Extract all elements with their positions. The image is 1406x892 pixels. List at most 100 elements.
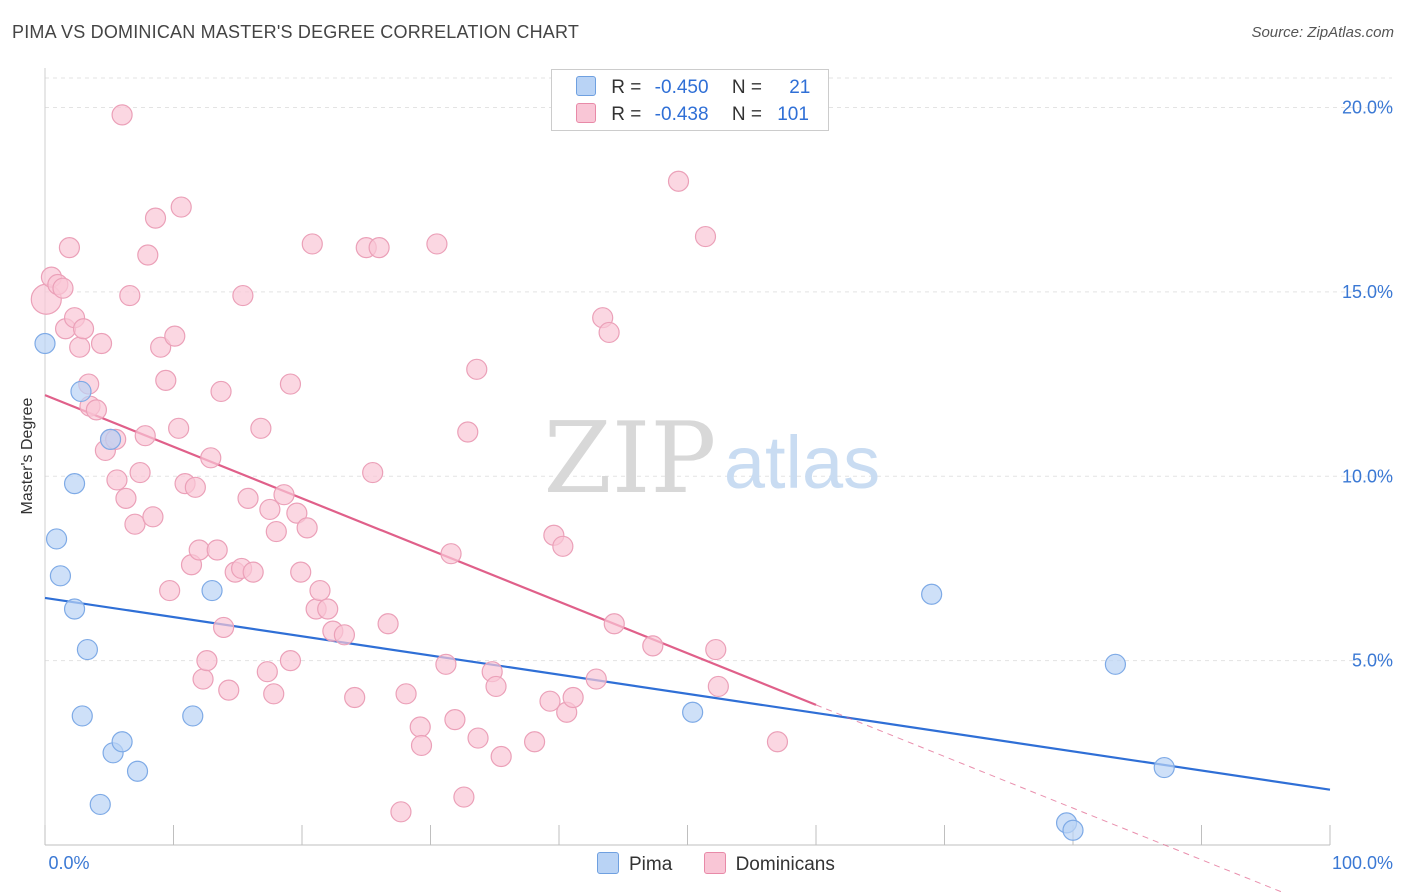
- pima-point: [63, 473, 86, 495]
- legend-n-label: N =: [731, 77, 762, 98]
- dominicans-point: [552, 535, 574, 557]
- dominicans-point: [242, 561, 264, 583]
- dominicans-point: [200, 447, 222, 469]
- pima-point: [1153, 756, 1175, 779]
- watermark-zip: ZIP: [544, 402, 717, 516]
- dominicans-point: [273, 484, 295, 506]
- pima-swatch: [597, 852, 619, 874]
- dominicans-point: [144, 207, 167, 229]
- dominicans-point: [164, 325, 186, 347]
- dominicans-point: [259, 498, 281, 521]
- pima-point: [70, 380, 92, 403]
- pima-point: [182, 705, 204, 727]
- dominicans-point: [52, 277, 74, 299]
- legend-label-pima: Pima: [629, 854, 673, 875]
- legend-n-value: 101: [777, 104, 809, 125]
- legend-row-pima: R = -0.450 N = 21: [576, 76, 810, 98]
- dominicans-point: [440, 543, 462, 565]
- dominicans-point: [444, 709, 466, 731]
- pima-point: [34, 332, 56, 355]
- dominicans-swatch: [576, 103, 596, 123]
- pima-point: [89, 793, 111, 816]
- legend-r-value: -0.450: [654, 77, 709, 98]
- dominicans-point: [115, 487, 137, 509]
- dominicans-point: [250, 417, 272, 439]
- dominicans-point: [58, 237, 81, 259]
- legend-item-dominicans[interactable]: Dominicans: [703, 852, 835, 876]
- dominicans-point: [485, 675, 507, 698]
- pima-point: [99, 428, 122, 450]
- dominicans-trend-line: [44, 394, 817, 706]
- dominicans-point: [362, 461, 384, 484]
- dominicans-point: [410, 734, 433, 757]
- x-tick-label: 0.0%: [48, 853, 89, 873]
- pima-point: [921, 583, 943, 605]
- dominicans-point: [317, 598, 339, 620]
- dominicans-point: [206, 539, 228, 561]
- dominicans-point: [168, 417, 190, 439]
- axes: [44, 68, 1331, 846]
- dominicans-point: [409, 716, 431, 738]
- dominicans-point: [210, 380, 232, 403]
- dominicans-point: [466, 358, 488, 380]
- pima-point: [126, 760, 149, 782]
- dominicans-point: [642, 635, 664, 657]
- data-points: [30, 104, 1175, 841]
- dominicans-point: [218, 679, 240, 701]
- dominicans-point: [142, 506, 164, 528]
- dominicans-point: [237, 487, 259, 509]
- chart-title: PIMA VS DOMINICAN MASTER'S DEGREE CORREL…: [12, 22, 580, 42]
- pima-point: [1062, 819, 1084, 841]
- y-tick-label: 20.0%: [1342, 98, 1393, 118]
- legend-r-value: -0.438: [654, 104, 709, 125]
- dominicans-point: [155, 369, 177, 391]
- dominicans-point: [467, 727, 489, 749]
- dominicans-point: [457, 421, 479, 443]
- dominicans-point: [150, 336, 172, 358]
- dominicans-point: [333, 624, 356, 646]
- dominicans-point: [170, 196, 192, 218]
- pima-trend-line: [44, 596, 1331, 791]
- trend-lines: [44, 394, 1331, 892]
- dominicans-point: [603, 613, 625, 635]
- dominicans-swatch: [703, 852, 726, 874]
- dominicans-point: [90, 332, 113, 355]
- dominicans-point: [435, 653, 457, 675]
- dominicans-point: [377, 613, 399, 635]
- x-tick-label: 100.0%: [1332, 853, 1393, 873]
- dominicans-point: [667, 170, 690, 192]
- dominicans-point: [539, 690, 561, 712]
- dominicans-point: [279, 373, 302, 395]
- dominicans-point: [106, 469, 128, 491]
- dominicans-point: [290, 561, 312, 583]
- dominicans-point: [453, 786, 475, 808]
- dominicans-point: [192, 668, 214, 690]
- dominicans-point: [562, 686, 584, 709]
- legend-item-pima[interactable]: Pima: [597, 852, 672, 876]
- watermark: ZIP atlas: [544, 402, 881, 516]
- dominicans-point: [707, 675, 729, 698]
- dominicans-point: [426, 233, 448, 255]
- dominicans-point: [286, 502, 308, 524]
- dominicans-point: [129, 461, 151, 484]
- dominicans-point: [395, 683, 417, 705]
- pima-point: [111, 731, 133, 753]
- dominicans-point: [368, 237, 390, 259]
- dominicans-point: [69, 336, 91, 358]
- dominicans-point: [119, 284, 141, 307]
- pima-swatch: [576, 76, 596, 96]
- dominicans-point: [184, 476, 206, 498]
- source-label: Source: ZipAtlas.com: [1251, 24, 1394, 41]
- pima-point: [63, 598, 86, 620]
- dominicans-point: [85, 399, 108, 421]
- dominicans-point: [256, 661, 278, 683]
- legend-r-label: R =: [611, 104, 642, 125]
- dominicans-point: [188, 539, 210, 561]
- pima-point: [201, 579, 223, 602]
- dominicans-point: [598, 321, 620, 344]
- y-tick-label: 10.0%: [1342, 466, 1393, 486]
- watermark-atlas: atlas: [724, 421, 880, 504]
- pima-point: [71, 705, 93, 727]
- dominicans-trend-extension: [815, 704, 1284, 892]
